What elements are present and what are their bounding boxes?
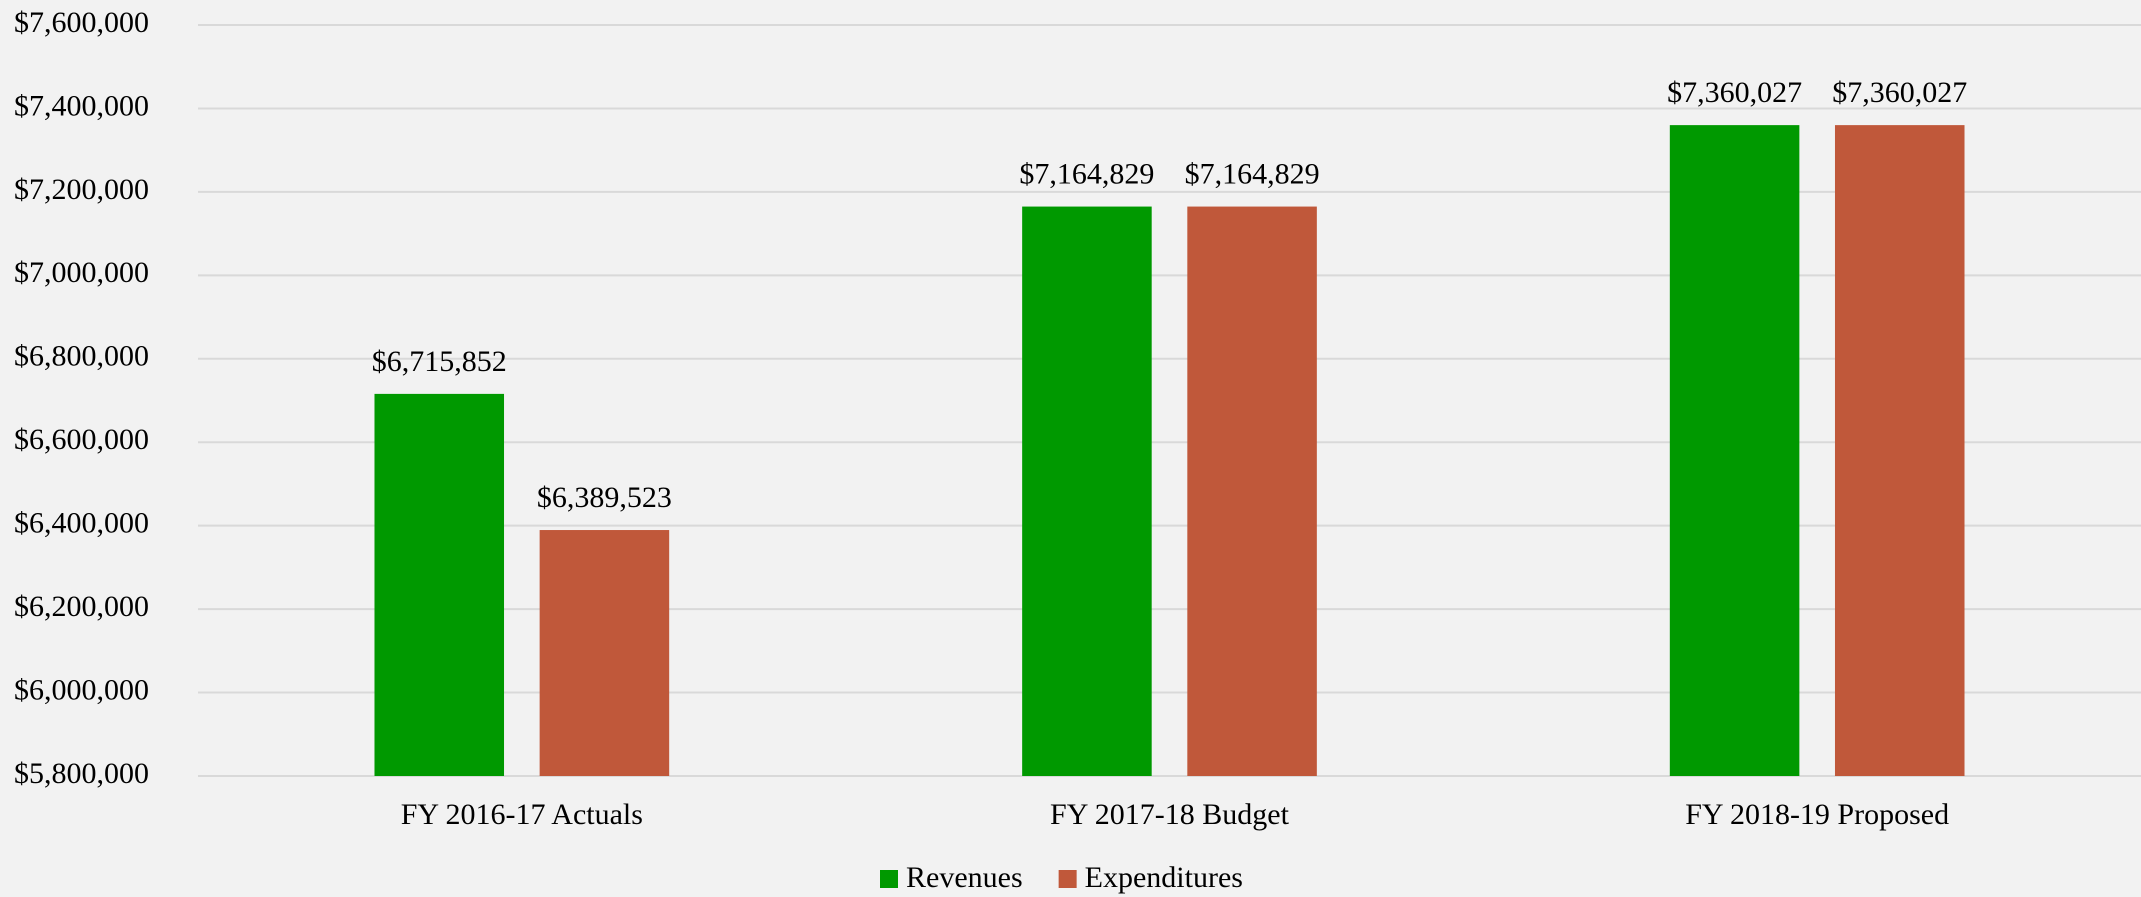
data-label: $7,164,829 [1185, 157, 1320, 190]
data-label: $7,360,027 [1667, 76, 1802, 109]
data-label: $6,389,523 [537, 481, 672, 514]
y-tick-label: $6,200,000 [14, 590, 149, 623]
x-tick-label: FY 2016-17 Actuals [401, 798, 643, 831]
y-tick-label: $7,000,000 [14, 256, 149, 289]
legend-label: Revenues [906, 861, 1023, 894]
y-tick-label: $6,600,000 [14, 423, 149, 456]
bar [539, 530, 670, 776]
legend-swatch [880, 870, 898, 888]
data-label: $6,715,852 [372, 345, 507, 378]
y-tick-label: $7,200,000 [14, 173, 149, 206]
bar [1669, 125, 1800, 776]
legend-label: Expenditures [1085, 861, 1243, 894]
y-tick-label: $6,800,000 [14, 340, 149, 373]
y-tick-label: $7,400,000 [14, 89, 149, 122]
data-label: $7,360,027 [1832, 76, 1967, 109]
y-tick-label: $6,000,000 [14, 673, 149, 706]
y-tick-label: $7,600,000 [14, 6, 149, 39]
legend-swatch [1058, 870, 1077, 888]
bar [1834, 125, 1965, 776]
bar [1187, 206, 1317, 777]
bar [1022, 206, 1152, 777]
x-tick-label: FY 2017-18 Budget [1050, 798, 1290, 831]
y-tick-label: $5,800,000 [14, 757, 149, 790]
bar [374, 393, 505, 776]
x-tick-label: FY 2018-19 Proposed [1685, 798, 1949, 831]
data-label: $7,164,829 [1019, 157, 1154, 190]
y-tick-label: $6,400,000 [14, 507, 149, 540]
